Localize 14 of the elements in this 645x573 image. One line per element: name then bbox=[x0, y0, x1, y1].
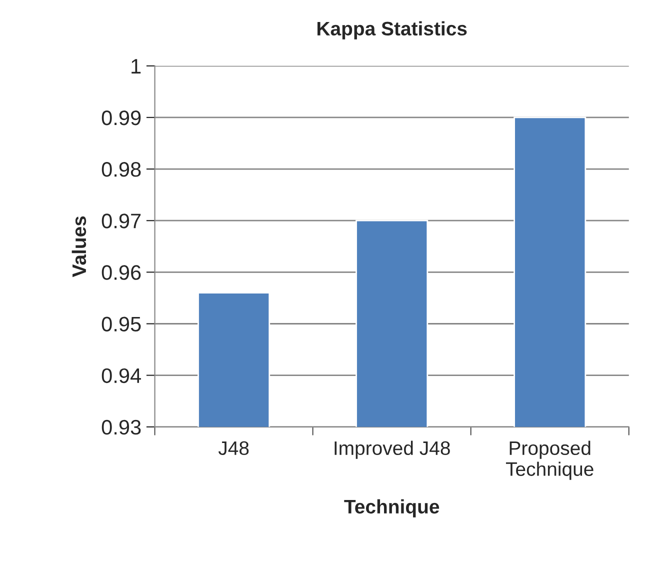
x-tick-label: Proposed Technique bbox=[506, 440, 594, 480]
y-tick-label: 0.94 bbox=[102, 368, 141, 384]
y-axis-title: Values bbox=[72, 216, 86, 278]
chart-title: Kappa Statistics bbox=[318, 21, 467, 40]
y-tick-label: 0.99 bbox=[102, 110, 141, 126]
y-tick-label: 0.97 bbox=[102, 214, 141, 228]
y-tick-label: 0.95 bbox=[102, 316, 141, 332]
y-tick-label: 0.96 bbox=[102, 265, 141, 280]
y-tick-label: 1 bbox=[132, 59, 141, 74]
x-tick-label: J48 bbox=[218, 441, 249, 456]
x-axis-title: Technique bbox=[344, 499, 440, 518]
y-tick-label: 0.98 bbox=[102, 162, 141, 177]
y-tick-label: 0.93 bbox=[102, 420, 141, 435]
x-tick-label: Improved J48 bbox=[334, 440, 450, 459]
